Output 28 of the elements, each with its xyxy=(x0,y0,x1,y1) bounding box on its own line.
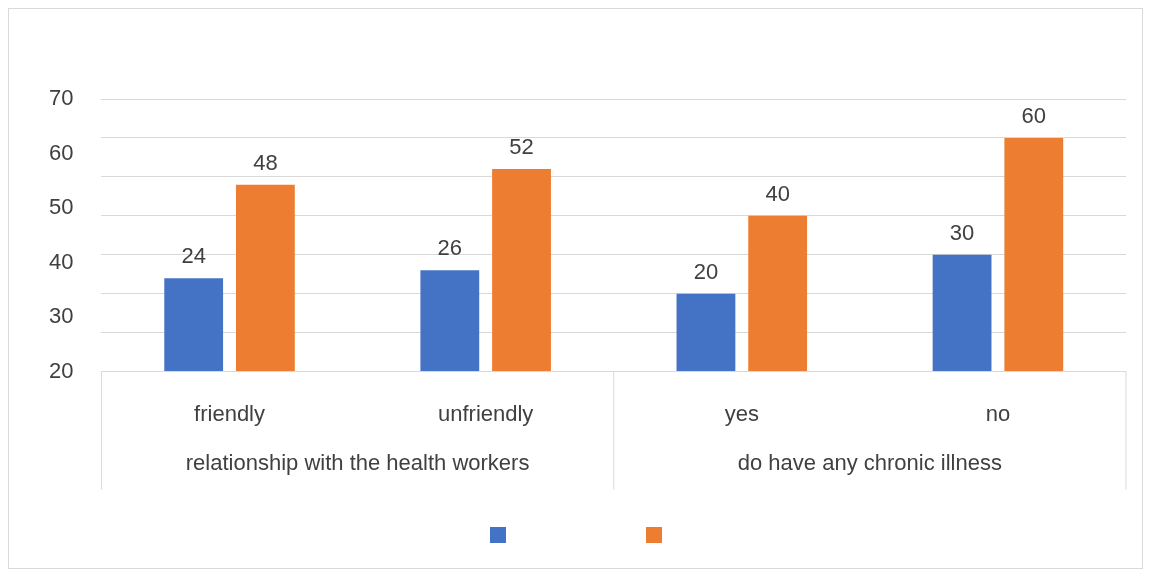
data-label: 60 xyxy=(1021,103,1047,129)
bar xyxy=(676,293,736,372)
y2-tick-label: 20 xyxy=(48,357,74,383)
data-label: 20 xyxy=(693,258,719,284)
bar xyxy=(932,254,992,372)
y2-tick-label: 30 xyxy=(48,303,74,329)
x-tick-label: friendly xyxy=(194,400,265,426)
data-label: 40 xyxy=(765,180,790,206)
y2-tick-label: 70 xyxy=(48,85,74,111)
data-label: 48 xyxy=(253,149,278,175)
text: relationship with the health workers xyxy=(185,449,530,475)
bar xyxy=(164,278,224,372)
bar xyxy=(235,184,295,372)
data-label: 30 xyxy=(949,219,975,245)
x-tick-label: unfriendly xyxy=(437,400,534,426)
y2-tick-label: 60 xyxy=(48,139,74,165)
y2-tick-label: 50 xyxy=(48,194,74,220)
data-label: 24 xyxy=(181,243,206,269)
bar xyxy=(1004,137,1064,372)
x-tick-label: no xyxy=(985,400,1011,426)
bar xyxy=(420,270,480,372)
text: do have any chronic illness xyxy=(737,449,1002,475)
bar xyxy=(492,169,551,372)
data-label: 26 xyxy=(437,235,463,261)
x-tick-label: yes xyxy=(724,400,759,426)
y2-tick-label: 40 xyxy=(48,248,74,274)
bar xyxy=(748,215,808,372)
data-label: 52 xyxy=(509,134,534,160)
